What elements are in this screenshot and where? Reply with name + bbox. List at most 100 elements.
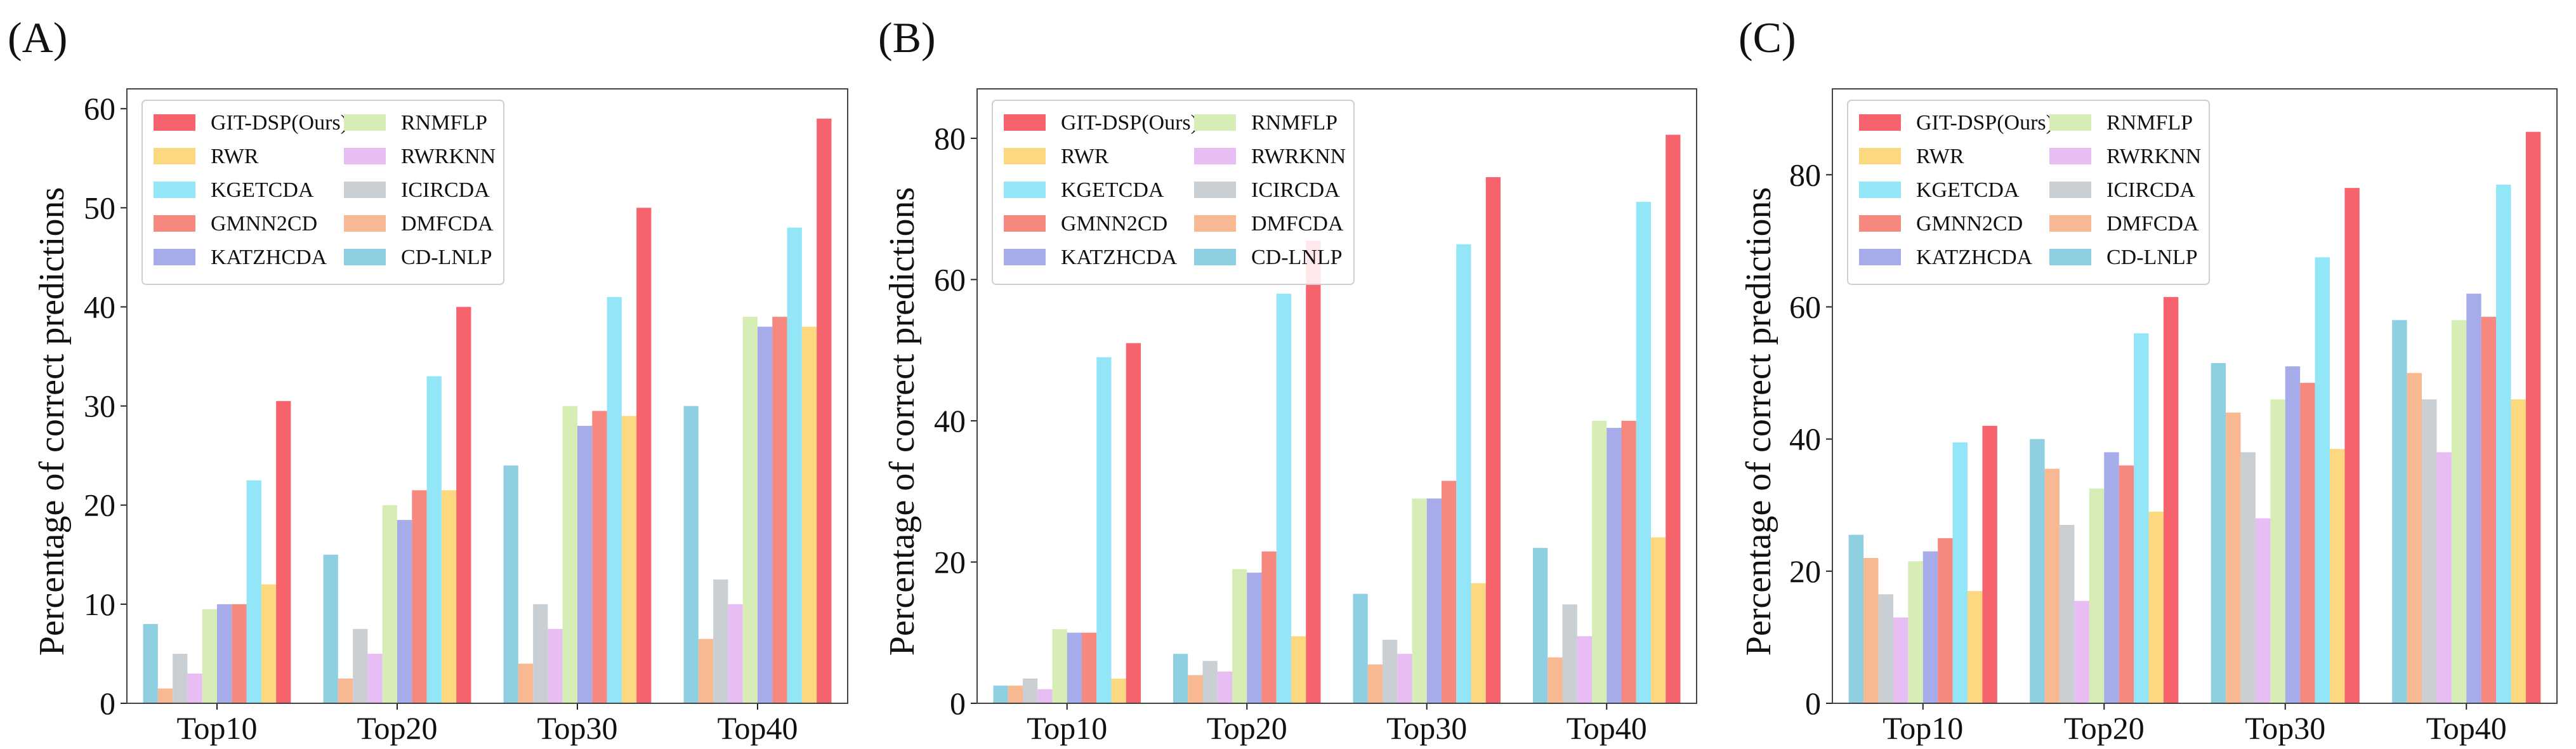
bar-dmfcda-top30 [1367, 664, 1383, 703]
bar-rnmflp-top30 [1412, 498, 1427, 703]
bar-katzhcda-top20 [397, 520, 412, 703]
legend: GIT-DSP(Ours) RWR KGETCDA GMNN2CD KATZHCDA RN… [141, 100, 504, 285]
bar-git-dsp-ours--top30 [1485, 177, 1501, 704]
bar-rnmflp-top20 [1232, 569, 1247, 703]
y-tick-label: 80 [934, 121, 966, 156]
bar-katzhcda-top10 [217, 604, 232, 703]
bar-katzhcda-top30 [577, 425, 593, 703]
bar-dmfcda-top20 [1188, 675, 1203, 703]
y-tick-label: 20 [84, 487, 115, 523]
y-tick-label: 60 [934, 262, 966, 297]
legend-swatch [2049, 249, 2091, 265]
legend-box [992, 100, 1355, 285]
bar-kgetcda-top30 [1456, 244, 1471, 703]
legend-label: RWRKNN [1251, 145, 1346, 168]
chart-panel-a: (A) Percentage of correct predictions Top1… [8, 13, 848, 746]
bar-gmnn2cd-top20 [1261, 551, 1277, 703]
bar-rwr-top10 [261, 584, 277, 703]
legend-label: GMNN2CD [1916, 212, 2023, 235]
bar-git-dsp-ours--top40 [817, 118, 832, 703]
y-axis-label: Percentage of correct predictions [1739, 187, 1778, 656]
legend-swatch [1859, 249, 1901, 265]
y-axis-label: Percentage of correct predictions [883, 187, 922, 656]
bar-dmfcda-top10 [157, 688, 173, 703]
legend-swatch [344, 114, 386, 131]
bar-icircda-top40 [713, 579, 728, 703]
bar-git-dsp-ours--top20 [1306, 241, 1321, 703]
bar-rwr-top10 [1111, 679, 1126, 703]
bar-icircda-top10 [173, 653, 188, 703]
bar-gmnn2cd-top10 [1938, 538, 1953, 703]
legend-label: DMFCDA [2106, 212, 2199, 235]
x-tick-label: Top20 [1207, 710, 1287, 746]
bar-cd-lnlp-top20 [1173, 654, 1188, 703]
chart-panel-b: (B) Percentage of correct predictions Top1… [878, 13, 1697, 746]
bar-rwr-top20 [2148, 512, 2164, 703]
legend-label: RWRKNN [401, 145, 496, 168]
bar-gmnn2cd-top20 [2119, 465, 2134, 703]
bar-rwrknn-top30 [1397, 654, 1412, 703]
legend-box [1847, 100, 2210, 285]
bar-gmnn2cd-top30 [1441, 481, 1457, 703]
chart-panel-c: (C) Percentage of correct predictions Top1… [1738, 13, 2558, 746]
x-tick-label: Top20 [357, 710, 437, 746]
legend-label: KATZHCDA [211, 246, 327, 269]
bar-rnmflp-top30 [2270, 399, 2285, 703]
bar-kgetcda-top10 [246, 480, 261, 703]
legend-swatch [154, 182, 195, 198]
legend-swatch [2049, 148, 2091, 164]
x-tick-label: Top20 [2064, 710, 2145, 746]
y-tick-label: 0 [100, 686, 115, 721]
bar-dmfcda-top20 [338, 678, 353, 703]
bar-rwrknn-top40 [2436, 452, 2452, 703]
bar-icircda-top30 [533, 604, 548, 703]
bar-kgetcda-top40 [787, 227, 802, 703]
legend-label: RNMFLP [2106, 111, 2193, 135]
legend-swatch [344, 182, 386, 198]
y-axis-label: Percentage of correct predictions [32, 187, 72, 656]
y-tick-label: 80 [1789, 157, 1821, 192]
bar-cd-lnlp-top40 [683, 406, 699, 703]
bar-rwr-top20 [441, 490, 457, 703]
plot-frame [976, 88, 1697, 704]
bar-katzhcda-top20 [2104, 452, 2119, 703]
bar-rwr-top40 [1650, 537, 1666, 703]
legend-swatch [1194, 148, 1236, 164]
bar-rnmflp-top10 [1908, 561, 1923, 703]
bar-rwrknn-top10 [187, 673, 202, 703]
bar-gmnn2cd-top40 [772, 317, 787, 703]
bar-git-dsp-ours--top40 [1666, 135, 1681, 703]
bar-dmfcda-top40 [2407, 373, 2422, 703]
legend-label: KATZHCDA [1916, 246, 2033, 269]
plot-frame [1832, 88, 2558, 704]
bar-rnmflp-top40 [2451, 320, 2467, 703]
bar-cd-lnlp-top20 [2030, 439, 2045, 703]
legend-swatch [154, 249, 195, 265]
bar-rnmflp-top30 [562, 406, 577, 703]
bar-rwrknn-top20 [1217, 671, 1233, 703]
x-tick-label: Top40 [2426, 710, 2507, 746]
legend-label: RNMFLP [1251, 111, 1337, 135]
bar-kgetcda-top20 [426, 376, 442, 703]
legend: GIT-DSP(Ours) RWR KGETCDA GMNN2CD KATZHCDA RN… [1847, 100, 2210, 285]
bar-rnmflp-top40 [742, 317, 758, 703]
bar-rwr-top40 [801, 326, 817, 703]
bar-rwr-top30 [2329, 449, 2345, 703]
legend-label: GMNN2CD [211, 212, 317, 235]
bar-gmnn2cd-top40 [2481, 317, 2497, 703]
y-tick-label: 40 [934, 403, 966, 439]
bar-rnmflp-top20 [2089, 488, 2105, 703]
bar-icircda-top40 [1562, 604, 1577, 703]
bar-git-dsp-ours--top10 [1982, 425, 1997, 703]
legend-label: KGETCDA [1916, 178, 2020, 202]
bar-rwr-top40 [2511, 399, 2526, 703]
x-tick-label: Top40 [717, 710, 798, 746]
bar-katzhcda-top30 [1426, 498, 1442, 703]
bar-icircda-top30 [1383, 639, 1398, 703]
y-tick-label: 60 [84, 91, 115, 126]
bar-rwrknn-top40 [728, 604, 743, 703]
bar-git-dsp-ours--top20 [2163, 296, 2179, 703]
legend-swatch [1859, 182, 1901, 198]
bar-gmnn2cd-top10 [1081, 632, 1097, 703]
